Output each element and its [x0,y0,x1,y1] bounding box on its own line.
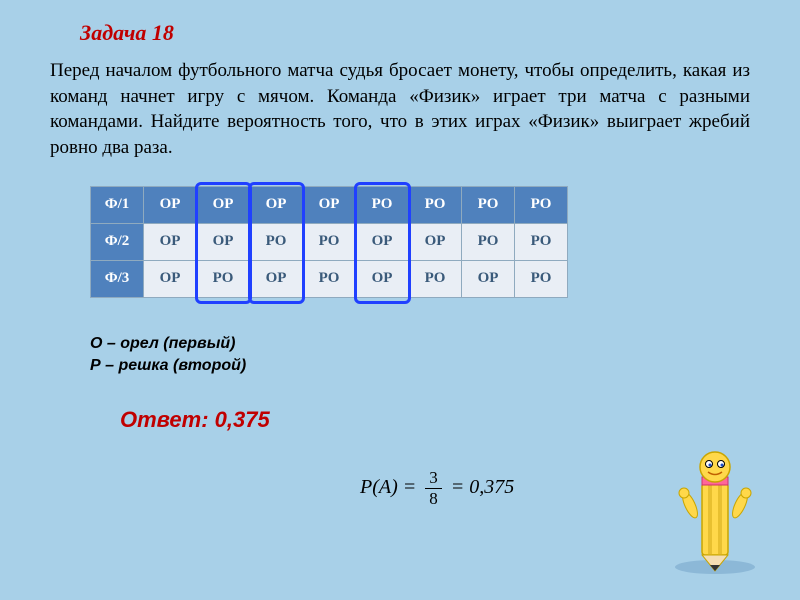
table-cell: ОР [356,223,409,260]
formula-rhs: = 0,375 [446,476,515,498]
table-header-row: Ф/1 ОР ОР ОР ОР РО РО РО РО [91,186,568,223]
row-header: Ф/3 [91,260,144,297]
header-cell: РО [356,186,409,223]
outcomes-table-wrap: Ф/1 ОР ОР ОР ОР РО РО РО РО Ф/2 ОР ОР РО… [50,186,568,298]
table-cell: РО [303,260,356,297]
formula-denominator: 8 [425,489,442,509]
outcomes-table: Ф/1 ОР ОР ОР ОР РО РО РО РО Ф/2 ОР ОР РО… [90,186,568,298]
table-cell: РО [409,260,462,297]
table-row: Ф/2 ОР ОР РО РО ОР ОР РО РО [91,223,568,260]
table-cell: ОР [144,260,197,297]
table-cell: РО [250,223,303,260]
legend-line: О – орел (первый) [90,333,750,355]
table-cell: РО [515,223,568,260]
table-cell: ОР [462,260,515,297]
legend-line: Р – решка (второй) [90,355,750,377]
header-cell: ОР [144,186,197,223]
task-title: Задача 18 [80,20,750,46]
table-cell: ОР [250,260,303,297]
formula-fraction: 38 [425,468,442,509]
header-cell: РО [462,186,515,223]
header-cell: РО [515,186,568,223]
legend: О – орел (первый) Р – решка (второй) [90,333,750,378]
table-cell: ОР [356,260,409,297]
header-cell: РО [409,186,462,223]
table-cell: ОР [144,223,197,260]
table-cell: РО [462,223,515,260]
row-header: Ф/2 [91,223,144,260]
formula-lhs: P(A) = [360,476,421,498]
table-cell: РО [303,223,356,260]
table-cell: РО [197,260,250,297]
problem-text: Перед началом футбольного матча судья бр… [50,58,750,161]
table-row: Ф/3 ОР РО ОР РО ОР РО ОР РО [91,260,568,297]
table-cell: ОР [409,223,462,260]
header-cell: ОР [250,186,303,223]
table-cell: ОР [197,223,250,260]
table-cell: РО [515,260,568,297]
header-cell: Ф/1 [91,186,144,223]
header-cell: ОР [197,186,250,223]
probability-formula: P(A) = 38 = 0,375 [360,468,514,509]
header-cell: ОР [303,186,356,223]
answer: Ответ: 0,375 [120,407,750,433]
formula-numerator: 3 [425,468,442,489]
pencil-icon [660,445,770,580]
